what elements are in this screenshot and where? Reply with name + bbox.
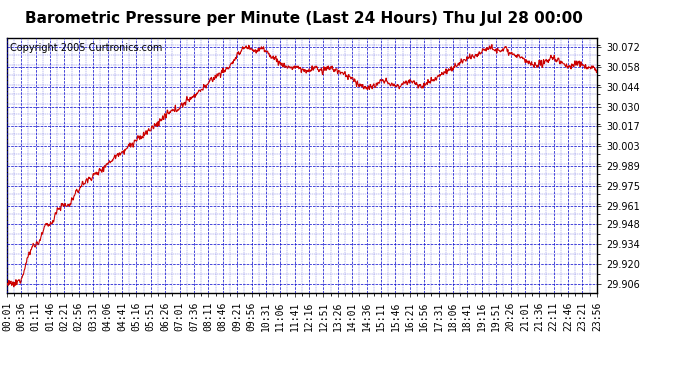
Text: Copyright 2005 Curtronics.com: Copyright 2005 Curtronics.com — [10, 43, 162, 52]
Text: Barometric Pressure per Minute (Last 24 Hours) Thu Jul 28 00:00: Barometric Pressure per Minute (Last 24 … — [25, 11, 582, 26]
